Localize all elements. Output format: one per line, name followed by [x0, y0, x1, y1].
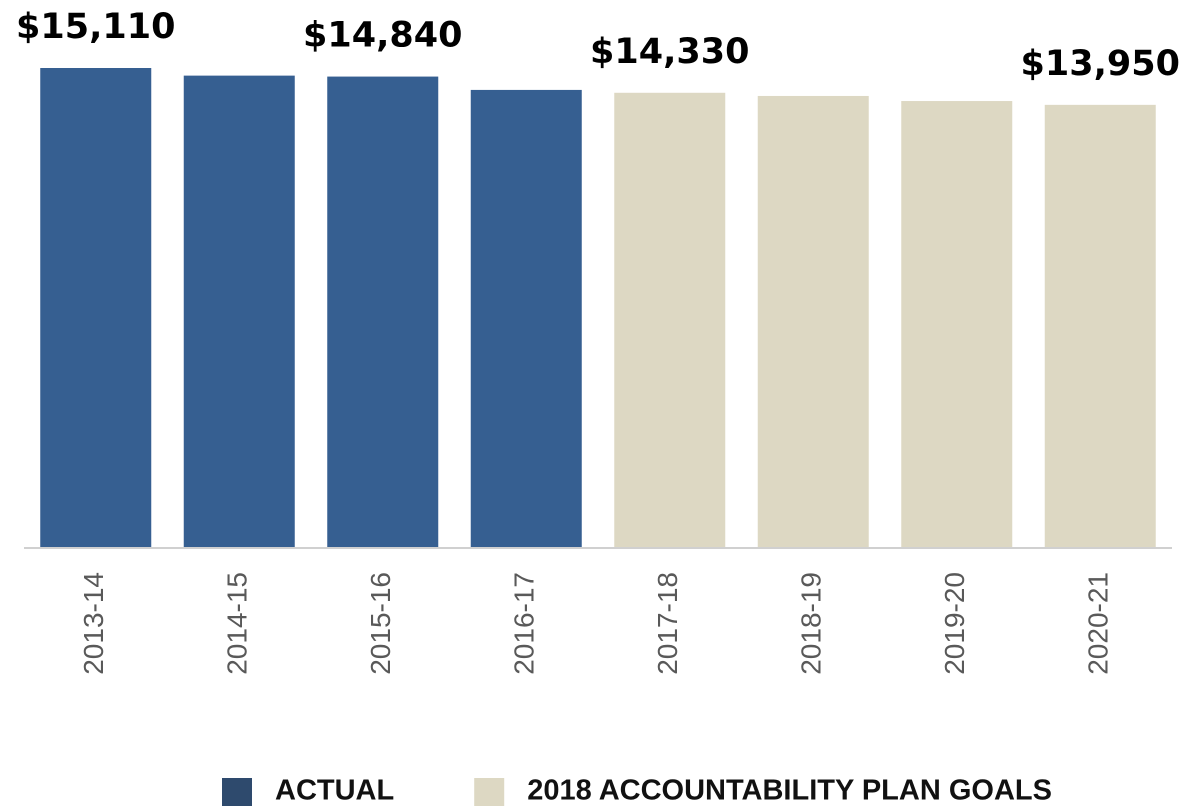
data-label: $13,950: [1021, 44, 1180, 84]
x-tick-label: 2014-15: [222, 572, 253, 675]
bar: [614, 92, 726, 548]
data-label: $15,110: [16, 7, 175, 47]
bar: [757, 95, 869, 549]
legend-label: ACTUAL: [275, 775, 394, 807]
bar: [327, 76, 439, 549]
x-tick-label: 2019-20: [939, 572, 970, 675]
x-tick-label: 2018-19: [796, 572, 827, 675]
data-label: $14,330: [590, 32, 749, 72]
x-tick-label: 2013-14: [78, 572, 109, 675]
legend-label: 2018 ACCOUNTABILITY PLAN GOALS: [527, 775, 1052, 807]
bar: [40, 68, 152, 548]
bar: [470, 89, 582, 549]
bar: [183, 75, 295, 549]
x-tick-label: 2015-16: [365, 572, 396, 675]
data-label: $14,840: [303, 16, 462, 56]
x-tick-label: 2017-18: [652, 572, 683, 675]
x-tick-label: 2020-21: [1083, 572, 1114, 675]
bar: [1044, 104, 1156, 549]
legend-swatch: [474, 778, 505, 806]
bar: [901, 101, 1013, 548]
x-tick-label: 2016-17: [509, 572, 540, 675]
legend-swatch: [222, 778, 252, 806]
